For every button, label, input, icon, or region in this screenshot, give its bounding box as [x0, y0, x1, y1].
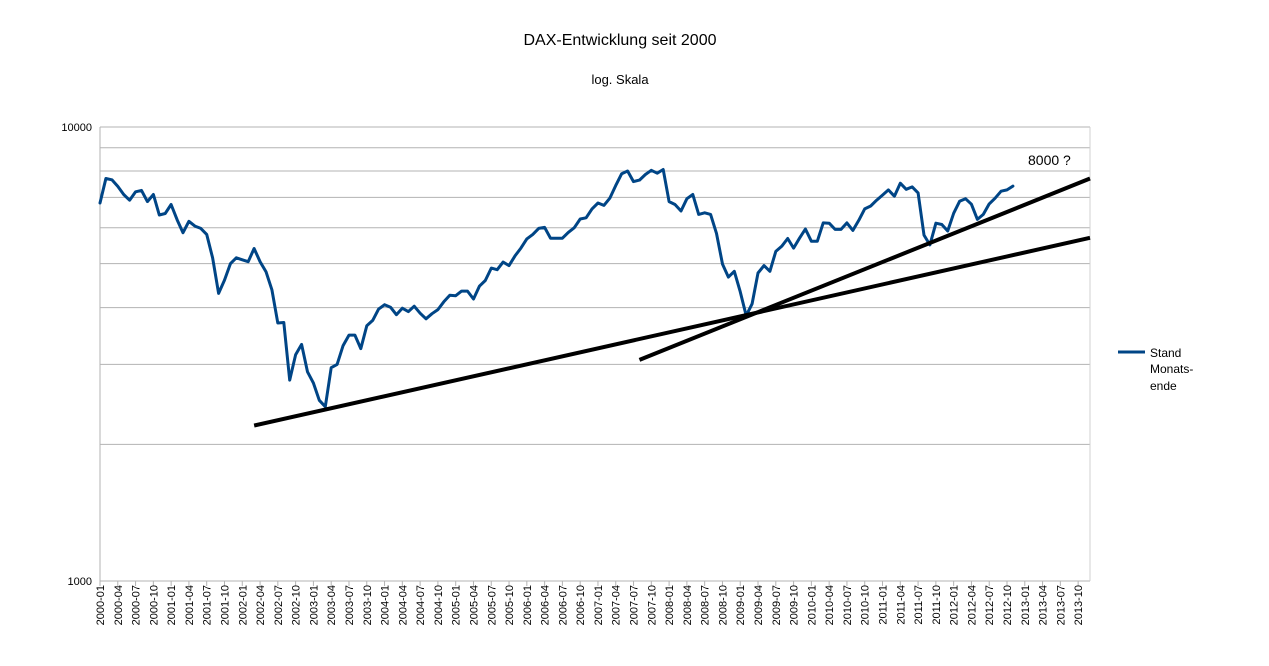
x-tick-label: 2013-04: [1038, 585, 1050, 625]
y-tick-labels: 1000 10000: [61, 122, 92, 588]
trendline-2: [638, 176, 1091, 362]
chart-subtitle: log. Skala: [591, 72, 649, 87]
x-tick-label: 2003-01: [308, 585, 320, 625]
x-tick-label: 2008-07: [700, 585, 712, 625]
y-gridlines: [100, 126, 1090, 582]
x-tick-label: 2013-07: [1055, 585, 1067, 625]
axes: [99, 127, 1091, 582]
x-tick-label: 2000-01: [95, 585, 107, 625]
series-lines: [98, 168, 1015, 409]
x-tick-label: 2012-04: [966, 585, 978, 625]
legend: Stand Monats- ende: [1118, 346, 1197, 393]
x-tick-label: 2001-04: [184, 585, 196, 625]
legend-label: Stand Monats- ende: [1150, 346, 1197, 393]
x-tick-label: 2012-10: [1002, 585, 1014, 625]
x-tick-label: 2009-04: [753, 585, 765, 625]
x-tick-label: 2012-01: [949, 585, 961, 625]
x-tick-label: 2006-07: [557, 585, 569, 625]
x-tick-label: 2004-07: [415, 585, 427, 625]
trendlines: [253, 176, 1091, 428]
x-tick-label: 2004-10: [433, 585, 445, 625]
x-tick-label: 2007-07: [629, 585, 641, 625]
x-tick-labels: 2000-01 2000-04 2000-07 2000-10 2001-01 2001-…: [95, 581, 1085, 625]
x-tick-label: 2007-10: [646, 585, 658, 625]
x-tick-label: 2009-07: [771, 585, 783, 625]
x-tick-label: 2002-07: [273, 585, 285, 625]
x-tick-label: 2010-10: [860, 585, 872, 625]
x-tick-label: 2002-01: [237, 585, 249, 625]
trendline-1: [253, 235, 1091, 428]
x-tick-label: 2007-01: [593, 585, 605, 625]
x-tick-label: 2002-10: [291, 585, 303, 625]
x-tick-label: 2005-07: [486, 585, 498, 625]
x-tick-label: 2003-04: [326, 585, 338, 625]
x-tick-label: 2008-04: [682, 585, 694, 625]
x-tick-label: 2012-07: [984, 585, 996, 625]
x-tick-label: 2004-04: [397, 585, 409, 625]
x-tick-label: 2009-01: [735, 585, 747, 625]
x-tick-label: 2011-01: [878, 585, 890, 625]
x-tick-label: 2010-07: [842, 585, 854, 625]
x-tick-label: 2009-10: [789, 585, 801, 625]
x-tick-label: 2000-04: [113, 585, 125, 625]
x-tick-label: 2013-01: [1020, 585, 1032, 625]
x-tick-label: 2010-01: [806, 585, 818, 625]
x-tick-label: 2005-04: [468, 585, 480, 625]
x-tick-label: 2010-04: [824, 585, 836, 625]
x-tick-label: 2006-04: [540, 585, 552, 625]
series-line: [98, 168, 1015, 409]
x-tick-label: 2005-01: [451, 585, 463, 625]
x-tick-label: 2000-10: [148, 585, 160, 625]
x-tick-label: 2003-07: [344, 585, 356, 625]
x-tick-label: 2004-01: [380, 585, 392, 625]
x-tick-label: 2011-04: [895, 585, 907, 625]
x-tick-label: 2001-07: [202, 585, 214, 625]
x-tick-label: 2002-04: [255, 585, 267, 625]
x-tick-label: 2008-01: [664, 585, 676, 625]
x-tick-label: 2013-10: [1073, 585, 1085, 625]
y-tick-label: 10000: [61, 122, 92, 134]
x-tick-label: 2000-07: [131, 585, 143, 625]
y-tick-label: 1000: [68, 576, 92, 588]
x-tick-label: 2003-10: [362, 585, 374, 625]
x-tick-label: 2001-10: [219, 585, 231, 625]
x-tick-label: 2006-01: [522, 585, 534, 625]
x-tick-label: 2001-01: [166, 585, 178, 625]
x-tick-label: 2007-04: [611, 585, 623, 625]
x-tick-label: 2011-10: [931, 585, 943, 625]
chart-title: DAX-Entwicklung seit 2000: [524, 32, 717, 49]
x-tick-label: 2005-10: [504, 585, 516, 625]
x-tick-label: 2011-07: [913, 585, 925, 625]
x-tick-label: 2008-10: [717, 585, 729, 625]
x-tick-label: 2006-10: [575, 585, 587, 625]
annotation-8000: 8000 ?: [1028, 152, 1071, 168]
